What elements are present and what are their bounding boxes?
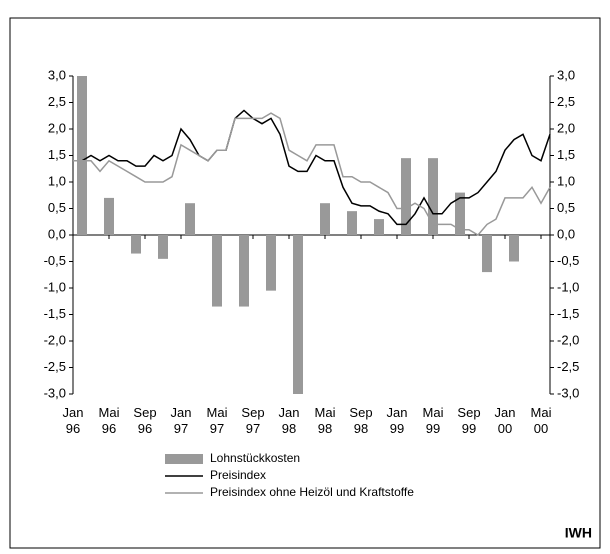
- y2-tick-label: 2,0: [557, 120, 575, 135]
- x-tick-label: Jan 99: [386, 405, 408, 436]
- legend-swatch: [165, 454, 203, 464]
- y2-tick-label: -1,5: [557, 306, 579, 321]
- y2-tick-label: -1,0: [557, 279, 579, 294]
- y-tick-label: -2,0: [44, 332, 66, 347]
- y2-tick-label: 1,0: [557, 173, 575, 188]
- annotation: IWH: [565, 525, 592, 541]
- legend-label: Lohnstückkosten: [210, 451, 300, 465]
- x-tick-label: Mai 00: [530, 405, 552, 436]
- y2-tick-label: -2,0: [557, 332, 579, 347]
- bar: [347, 211, 357, 235]
- x-tick-label: Jan 00: [494, 405, 516, 436]
- x-tick-label: Sep 97: [241, 405, 265, 436]
- bar: [482, 235, 492, 273]
- bar: [158, 235, 168, 259]
- x-tick-label: Mai 96: [98, 405, 120, 436]
- bar: [212, 235, 222, 307]
- y-tick-label: 0,0: [48, 226, 66, 241]
- bar: [374, 219, 384, 235]
- y-tick-label: 0,5: [48, 200, 66, 215]
- x-tick-label: Jan 96: [62, 405, 84, 436]
- y2-tick-label: 0,0: [557, 226, 575, 241]
- bar: [131, 235, 141, 254]
- bar: [320, 203, 330, 235]
- x-tick-label: Mai 97: [206, 405, 228, 436]
- bar: [428, 158, 438, 235]
- y-tick-label: -3,0: [44, 385, 66, 400]
- y2-tick-label: 1,5: [557, 147, 575, 162]
- x-tick-label: Sep 98: [349, 405, 373, 436]
- y2-tick-label: -2,5: [557, 359, 579, 374]
- bar: [401, 158, 411, 235]
- x-tick-label: Mai 98: [314, 405, 336, 436]
- legend-label: Preisindex ohne Heizöl und Kraftstoffe: [210, 485, 414, 499]
- y2-tick-label: -0,5: [557, 253, 579, 268]
- bar: [509, 235, 519, 262]
- legend-label: Preisindex: [210, 468, 266, 482]
- bar: [104, 197, 114, 235]
- y-tick-label: 1,5: [48, 147, 66, 162]
- x-tick-label: Jan 97: [170, 405, 192, 436]
- y2-tick-label: -3,0: [557, 385, 579, 400]
- bar: [185, 203, 195, 235]
- x-tick-label: Mai 99: [422, 405, 444, 436]
- frame: [9, 17, 601, 549]
- y-tick-label: 2,5: [48, 94, 66, 109]
- y2-tick-label: 2,5: [557, 94, 575, 109]
- bar: [293, 235, 303, 394]
- y-tick-label: -1,0: [44, 279, 66, 294]
- bar: [77, 76, 87, 235]
- line: [73, 109, 551, 226]
- line: [73, 112, 551, 236]
- y-tick-label: 2,0: [48, 120, 66, 135]
- y2-tick-label: 3,0: [557, 67, 575, 82]
- y-tick-label: 1,0: [48, 173, 66, 188]
- x-tick-label: Jan 98: [278, 405, 300, 436]
- x-tick-label: Sep 96: [133, 405, 157, 436]
- y-tick-label: 3,0: [48, 67, 66, 82]
- y-tick-label: -1,5: [44, 306, 66, 321]
- bar: [266, 235, 276, 291]
- y2-tick-label: 0,5: [557, 200, 575, 215]
- bar: [239, 235, 249, 307]
- x-tick-label: Sep 99: [457, 405, 481, 436]
- bar: [455, 192, 465, 235]
- y-tick-label: -0,5: [44, 253, 66, 268]
- y-tick-label: -2,5: [44, 359, 66, 374]
